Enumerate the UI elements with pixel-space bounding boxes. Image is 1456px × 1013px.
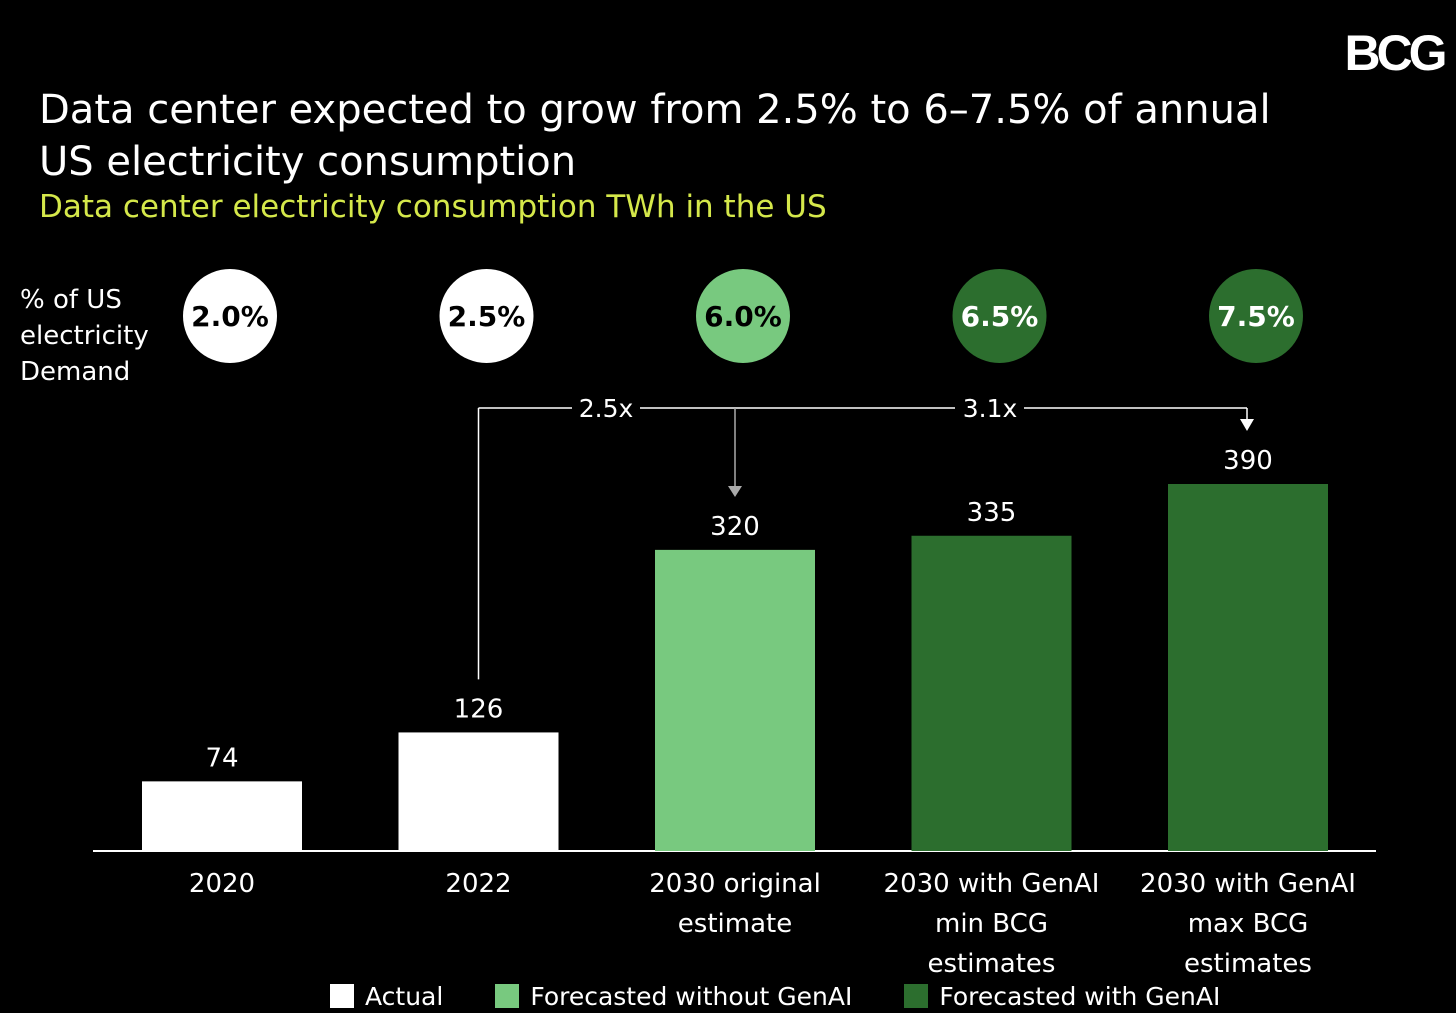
chart-subtitle: Data center electricity consumption TWh … — [39, 189, 827, 225]
category-label-2-line-0: 2030 original — [649, 869, 821, 899]
annotation-label-0: 2.5x — [579, 394, 634, 423]
arrow-head-to-bar-2 — [728, 486, 742, 497]
category-label-3-line-1: min BCG — [935, 909, 1048, 939]
chart-title-line-2: US electricity consumption — [39, 139, 577, 185]
value-label-1: 126 — [454, 694, 504, 724]
chart-legend: Actual Forecasted without GenAI Forecast… — [330, 980, 1220, 1012]
percent-circle-3 — [952, 269, 1047, 363]
percent-label-2: 6.0% — [704, 300, 782, 333]
percent-row-label-line-2: electricity — [20, 321, 149, 351]
chart-title: Data center expected to grow from 2.5% t… — [39, 84, 1279, 188]
percent-label-1: 2.5% — [448, 300, 526, 333]
legend-label-actual: Actual — [365, 981, 444, 1011]
bar-3 — [911, 535, 1072, 851]
arrow-head-to-bar-4 — [1240, 419, 1254, 431]
bar-1 — [398, 732, 559, 851]
category-label-4-line-0: 2030 with GenAI — [1140, 869, 1356, 899]
category-label-4-line-1: max BCG — [1188, 909, 1309, 939]
legend-swatch-actual — [330, 984, 354, 1008]
legend-item-forecast-without-genai: Forecasted without GenAI — [495, 982, 852, 1011]
percent-circle-2 — [696, 269, 790, 363]
bar-2 — [655, 549, 815, 851]
value-label-2: 320 — [710, 512, 760, 542]
legend-label-forecast-with-genai: Forecasted with GenAI — [939, 981, 1221, 1011]
annotation-label-1: 3.1x — [963, 394, 1018, 423]
percent-circle-0 — [183, 269, 277, 363]
svg-text:BCG: BCG — [1344, 25, 1444, 76]
legend-swatch-forecast-with-genai — [904, 984, 929, 1008]
percent-circle-1 — [439, 269, 534, 363]
percent-label-4: 7.5% — [1217, 300, 1295, 333]
category-label-2-line-1: estimate — [678, 909, 792, 939]
percent-row-label-line-3: Demand — [20, 357, 131, 387]
value-label-3: 335 — [967, 498, 1017, 528]
percent-label-0: 2.0% — [191, 300, 269, 333]
percent-row-label-line-1: % of US — [20, 285, 122, 315]
legend-item-actual: Actual — [330, 982, 443, 1011]
category-label-3-line-2: estimates — [928, 949, 1056, 979]
percent-circle-4 — [1209, 269, 1303, 363]
chart-title-line-1: Data center expected to grow from 2.5% t… — [39, 87, 1271, 133]
bcg-logo: BCG — [1344, 25, 1448, 76]
percent-row-label: % of US electricity Demand — [20, 282, 180, 390]
category-label-4-line-2: estimates — [1184, 949, 1312, 979]
percent-label-3: 6.5% — [961, 300, 1039, 333]
category-label-1-line-0: 2022 — [445, 869, 511, 899]
legend-item-forecast-with-genai: Forecasted with GenAI — [904, 982, 1220, 1011]
legend-swatch-forecast-without-genai — [495, 984, 520, 1008]
bar-4 — [1168, 484, 1328, 851]
bar-0 — [142, 781, 302, 851]
legend-label-forecast-without-genai: Forecasted without GenAI — [530, 981, 853, 1011]
value-label-4: 390 — [1223, 446, 1273, 476]
category-label-3-line-0: 2030 with GenAI — [884, 869, 1100, 899]
category-label-0-line-0: 2020 — [189, 869, 255, 899]
value-label-0: 74 — [205, 743, 238, 773]
